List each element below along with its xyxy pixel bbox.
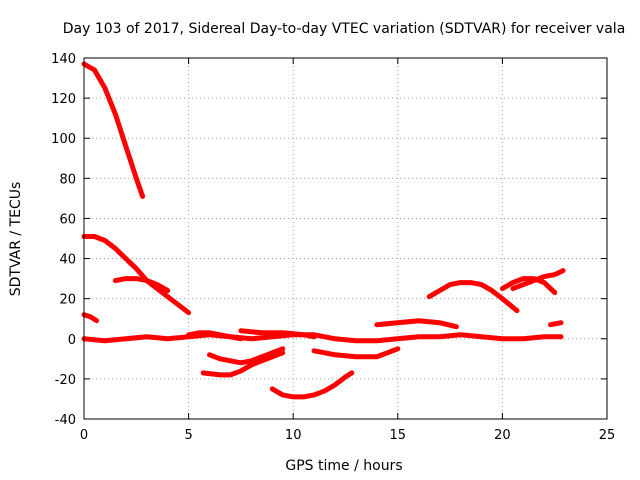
- plot-frame: [83, 57, 608, 420]
- x-axis-label: GPS time / hours: [285, 458, 402, 474]
- series-s12: [374, 318, 459, 330]
- x-tick-label: 5: [184, 428, 192, 443]
- y-tick-label: -40: [55, 413, 76, 428]
- series-s13: [426, 280, 520, 314]
- series-s16: [548, 320, 564, 328]
- y-tick-label: 20: [59, 293, 76, 308]
- series-layer: [81, 61, 566, 400]
- series-s15: [510, 268, 566, 292]
- y-tick-label: 40: [59, 253, 76, 268]
- series-s3: [112, 276, 171, 294]
- series-s5: [81, 332, 564, 344]
- series-s2: [81, 234, 192, 316]
- series-s11: [311, 346, 401, 360]
- x-tick-label: 0: [80, 428, 88, 443]
- y-tick-label: 120: [51, 92, 76, 107]
- series-s6: [186, 330, 244, 342]
- tick-labels: 0 5 10 15 20 25 -40 -20 0 20 40 60 80 100 120 140: [51, 52, 615, 443]
- series-s8: [200, 350, 286, 378]
- grid: [83, 57, 608, 420]
- series-s1: [81, 61, 146, 199]
- chart-title: Day 103 of 2017, Sidereal Day-to-day VTE…: [63, 21, 626, 37]
- y-tick-label: 140: [51, 52, 76, 67]
- y-tick-label: 100: [51, 132, 76, 147]
- series-s9: [238, 328, 317, 340]
- y-tick-label: 0: [68, 333, 76, 348]
- y-tick-label: 80: [59, 172, 76, 187]
- y-tick-label: -20: [55, 373, 76, 388]
- series-s10: [269, 370, 355, 400]
- y-tick-label: 60: [59, 212, 76, 227]
- series-s14: [499, 276, 558, 296]
- series-s4: [81, 312, 100, 324]
- x-tick-label: 25: [599, 428, 616, 443]
- series-s7: [207, 346, 286, 366]
- x-tick-label: 15: [390, 428, 407, 443]
- x-tick-label: 20: [494, 428, 511, 443]
- y-axis-label: SDTVAR / TECUs: [8, 182, 24, 297]
- x-tick-label: 10: [285, 428, 302, 443]
